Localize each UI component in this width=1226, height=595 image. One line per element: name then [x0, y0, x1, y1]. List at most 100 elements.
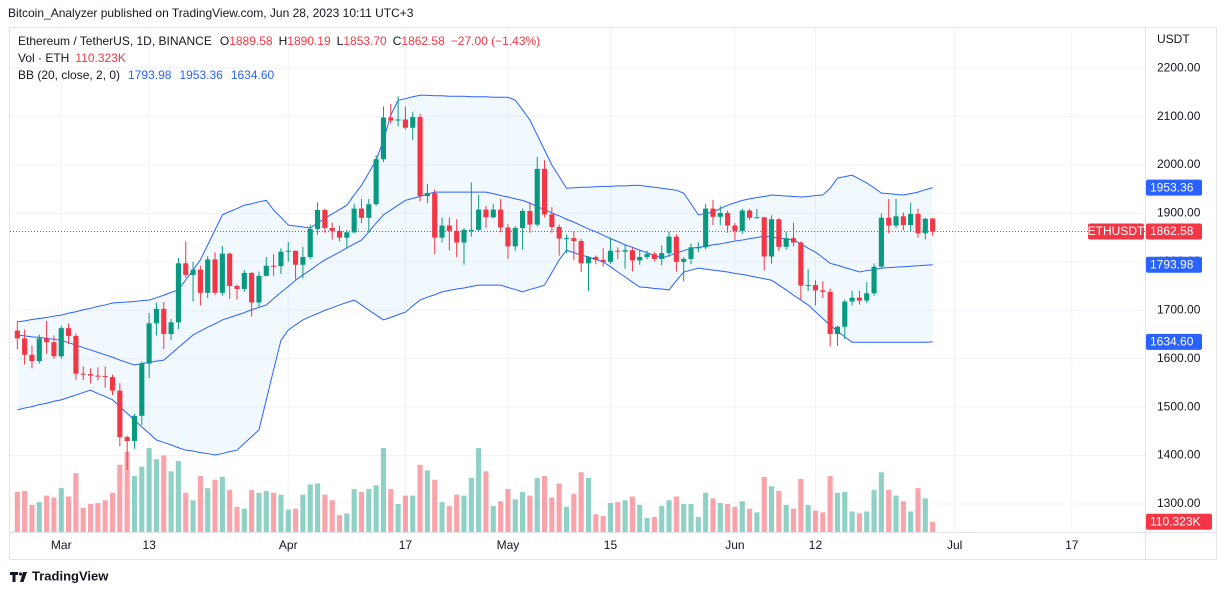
- candle-body: [197, 269, 203, 293]
- candle-body: [805, 285, 811, 287]
- candle-body: [66, 328, 72, 336]
- candle-body: [373, 159, 379, 205]
- candle-body: [307, 228, 313, 258]
- candle-body: [556, 226, 562, 239]
- volume-bar: [768, 486, 775, 532]
- volume-bar: [790, 508, 797, 532]
- volume-bar: [600, 516, 606, 532]
- volume-bar: [659, 505, 665, 532]
- candle-body: [285, 250, 291, 252]
- candle-body: [490, 209, 496, 218]
- volume-bar: [703, 492, 709, 532]
- x-tick-label: 17: [399, 538, 413, 552]
- candle-body: [351, 208, 357, 233]
- candle-body: [14, 330, 20, 339]
- volume-bar: [886, 490, 892, 532]
- candle-body: [754, 217, 760, 219]
- volume-bar: [629, 496, 635, 532]
- volume-bar: [300, 494, 306, 532]
- volume-tag: 110.323K: [1150, 514, 1201, 528]
- candle-body: [241, 272, 247, 289]
- candle-body: [293, 250, 299, 265]
- candle-body: [263, 265, 269, 276]
- candle-body: [336, 230, 343, 238]
- candle-body: [153, 308, 160, 324]
- candle-body: [681, 258, 687, 262]
- legend-bb-basis: 1793.98: [128, 68, 172, 82]
- candle-body: [886, 217, 892, 226]
- volume-bar: [585, 477, 592, 532]
- candle-body: [402, 119, 408, 128]
- legend-ohlc: Ethereum / TetherUS, 1D, BINANCE O1889.58…: [18, 34, 540, 48]
- legend-volume-label: Vol · ETH: [18, 51, 69, 65]
- candle-body: [747, 210, 753, 218]
- volume-bar: [827, 476, 833, 532]
- y-tick-label: 1600.00: [1157, 351, 1201, 365]
- x-tick-label: Apr: [279, 538, 298, 552]
- volume-bar: [51, 497, 57, 532]
- candle-body: [930, 218, 936, 232]
- volume-bar: [681, 504, 687, 532]
- volume-bar: [44, 495, 50, 532]
- volume-bar: [651, 517, 657, 532]
- volume-bar: [490, 505, 496, 532]
- brand: TradingView: [32, 568, 109, 583]
- volume-bar: [256, 492, 262, 532]
- volume-bar: [80, 507, 86, 532]
- volume-bar: [95, 503, 101, 532]
- candle-body: [161, 308, 167, 334]
- candle-body: [725, 212, 731, 226]
- candle-body: [476, 209, 482, 230]
- volume-bar: [615, 502, 621, 532]
- volume-bar: [527, 495, 533, 532]
- legend-o-value: 1889.58: [229, 34, 273, 48]
- candle-body: [380, 117, 387, 160]
- volume-bar: [139, 466, 145, 532]
- volume-bar: [22, 490, 28, 532]
- volume-bar: [314, 483, 321, 532]
- candle-body: [358, 208, 365, 218]
- volume-bar: [87, 504, 94, 532]
- legend-l-value: 1853.70: [343, 34, 387, 48]
- volume-bar: [461, 495, 467, 532]
- candle-body: [820, 290, 826, 292]
- volume-bar: [622, 500, 628, 532]
- candle-body: [483, 209, 489, 218]
- candle-body: [29, 354, 35, 362]
- symbol-tag-bg: [1088, 223, 1144, 240]
- candle-body: [183, 263, 189, 275]
- candle-body: [629, 250, 635, 261]
- volume-bar: [563, 506, 570, 532]
- volume-bar: [739, 501, 745, 532]
- bb-lower-tag: 1634.60: [1150, 335, 1194, 349]
- candle-body: [695, 247, 701, 249]
- candle-body: [329, 227, 335, 231]
- volume-bar: [871, 490, 877, 532]
- volume-bar: [29, 504, 35, 532]
- y-tick-label: 2100.00: [1157, 109, 1201, 123]
- candle-body: [461, 229, 467, 243]
- volume-bar: [249, 490, 255, 532]
- volume-bar: [14, 491, 20, 532]
- candle-body: [790, 238, 797, 243]
- publisher: Bitcoin_Analyzer published on TradingVie…: [8, 6, 414, 20]
- legend-l: L: [337, 34, 344, 48]
- volume-bar: [761, 476, 767, 532]
- volume-bar: [864, 511, 870, 532]
- candle-body: [856, 297, 862, 301]
- volume-bar: [380, 448, 387, 532]
- candle-body: [117, 390, 123, 438]
- bb-lower-tag-bg: [1146, 333, 1202, 350]
- bb-basis-tag-bg: [1146, 256, 1202, 273]
- volume-bar: [278, 494, 284, 532]
- volume-bar: [922, 498, 928, 532]
- candle-body: [798, 242, 804, 286]
- volume-bar: [175, 461, 181, 532]
- candle-body: [139, 363, 145, 416]
- volume-bar: [812, 510, 819, 532]
- volume-bar: [432, 479, 438, 532]
- candle-body: [578, 241, 584, 264]
- volume-bar: [153, 459, 160, 532]
- volume-bar: [820, 512, 826, 532]
